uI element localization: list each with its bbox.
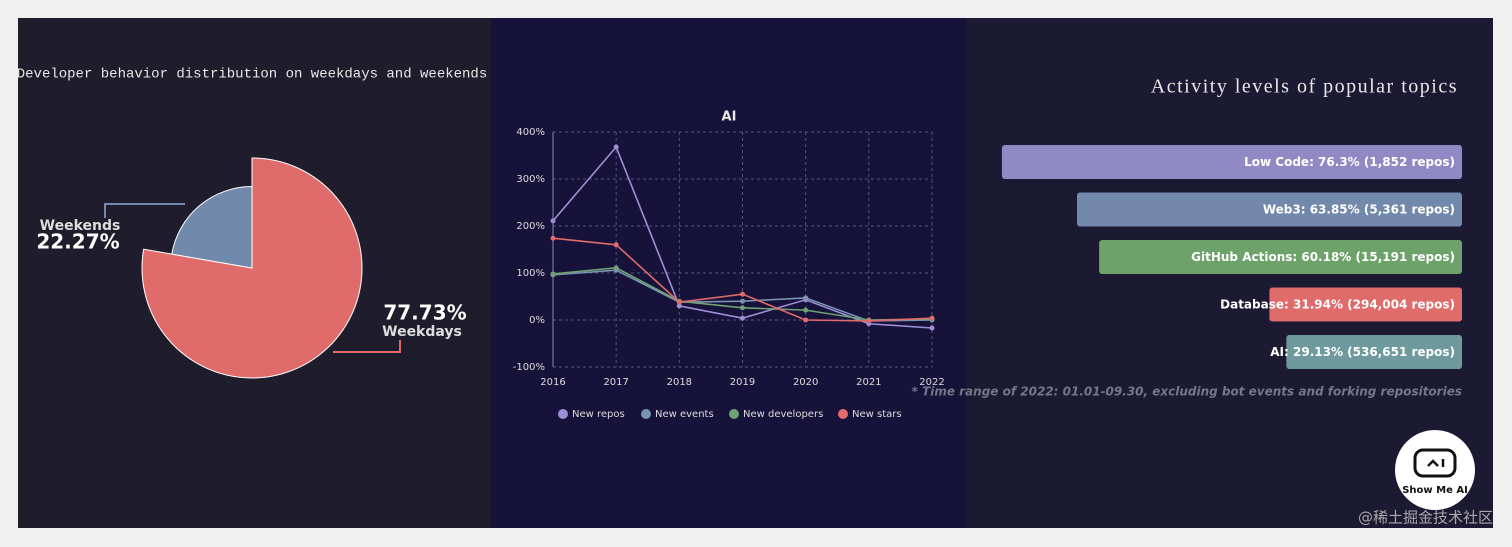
bar-category: Low Code [1244,155,1309,169]
watermark: @稀土掘金技术社区 [1358,509,1493,527]
y-tick-label: 300% [516,174,545,185]
point [740,298,745,304]
legend-marker [838,409,848,419]
x-tick-label: 2016 [540,377,565,388]
legend-label: New stars [852,409,902,420]
bar-category: Database [1220,297,1284,311]
point [803,295,809,301]
bar-category: Web3 [1263,202,1301,216]
y-tick-label: 0% [529,315,545,326]
bar-value-label: : 31.94% (294,004 repos) [1284,297,1455,311]
point [613,144,619,150]
leader-line [333,340,401,353]
bar-value-label: : 60.18% (15,191 repos) [1292,250,1455,264]
bar-label: Web3: 63.85% (5,361 repos) [1263,202,1455,216]
point [550,218,556,224]
point [550,271,556,277]
logo-text: Show Me AI [1402,485,1468,496]
point [740,315,745,321]
point [803,307,809,313]
bar-value-label: : 63.85% (5,361 repos) [1301,202,1455,216]
bar [1269,287,1462,322]
bar [1076,192,1462,227]
logo-badge [1395,430,1475,510]
leader-line [104,203,185,218]
chart-title: Developer behavior distribution on weekd… [17,67,487,83]
point [866,318,872,324]
x-tick-label: 2017 [603,377,628,388]
slice-value-label: 22.27% [36,230,119,254]
bar-label: Database: 31.94% (294,004 repos) [1220,297,1455,311]
y-tick-label: 200% [516,221,545,232]
legend-label: New developers [743,409,823,420]
chart-title: Activity levels of popular topics [1151,76,1458,98]
x-tick-label: 2021 [856,377,881,388]
bar [1099,240,1462,274]
bar-value-label: : 76.3% (1,852 repos) [1309,155,1455,169]
bar [1286,335,1462,369]
legend-label: New repos [572,409,625,420]
legend-label: New events [655,409,714,420]
legend-marker [729,409,739,419]
point [676,303,682,309]
bar-label: AI: 29.13% (536,651 repos) [1270,345,1455,359]
bar-value-label: : 29.13% (536,651 repos) [1284,345,1455,359]
x-tick-label: 2019 [730,377,755,388]
x-tick-label: 2020 [793,377,818,388]
point [929,325,935,331]
y-tick-label: 400% [516,127,545,138]
legend-marker [641,409,651,419]
x-tick-label: 2018 [667,377,692,388]
y-tick-label: 100% [516,268,545,279]
chart-title: AI [722,110,737,125]
point [550,235,556,241]
bar-category: AI [1270,345,1284,359]
logo-icon [1427,459,1439,467]
point [929,315,935,321]
point [613,265,619,271]
legend-marker [558,409,568,419]
note: * Time range of 2022: 01.01-09.30, exclu… [912,385,1462,399]
bar-label: Low Code: 76.3% (1,852 repos) [1244,155,1455,169]
y-tick-label: -100% [513,362,545,373]
logo-icon [1413,448,1457,478]
bar-category: GitHub Actions [1191,250,1292,264]
bar-label: GitHub Actions: 60.18% (15,191 repos) [1191,250,1455,264]
point [803,317,809,323]
point [740,291,745,297]
pie-slice [171,186,253,269]
slice-label: Weekends [40,218,121,234]
point [676,299,682,305]
point [613,242,619,248]
x-tick-label: 2022 [919,377,944,388]
slice-label: Weekdays [382,324,462,340]
slice-value-label: 77.73% [383,301,466,325]
point [740,305,745,311]
bar [1001,145,1462,179]
